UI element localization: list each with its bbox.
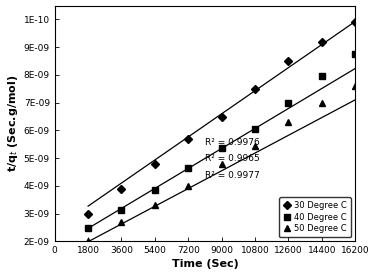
Y-axis label: t/q$_t$ (Sec.g/mol): t/q$_t$ (Sec.g/mol) xyxy=(6,75,20,172)
Text: R² = 0.9976: R² = 0.9976 xyxy=(205,138,260,147)
Text: R² = 0.9977: R² = 0.9977 xyxy=(205,171,260,180)
X-axis label: Time (Sec): Time (Sec) xyxy=(171,259,238,270)
Text: R² = 0.9965: R² = 0.9965 xyxy=(205,154,260,163)
Legend: 30 Degree C, 40 Degree C, 50 Degree C: 30 Degree C, 40 Degree C, 50 Degree C xyxy=(279,197,351,237)
